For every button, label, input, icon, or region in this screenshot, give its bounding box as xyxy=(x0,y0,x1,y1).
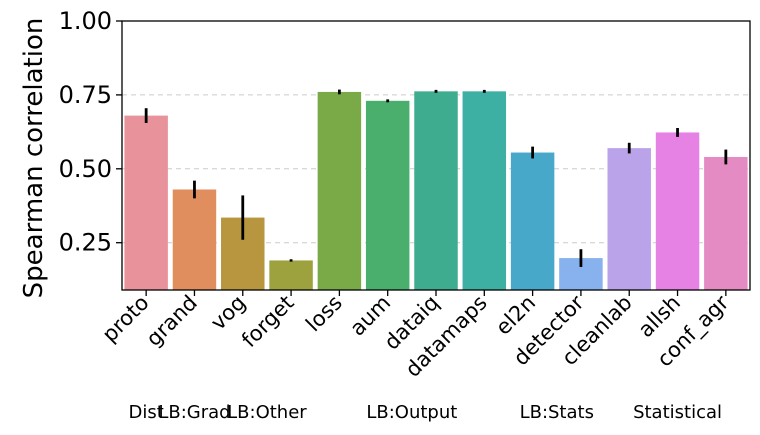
group-label: Dist xyxy=(129,402,164,423)
error-bars xyxy=(144,89,728,267)
bar-datamaps xyxy=(462,91,507,290)
x-tick-label: grand xyxy=(142,291,202,351)
x-tick-label: loss xyxy=(301,291,347,337)
bar-el2n xyxy=(510,152,555,290)
x-tick-label: forget xyxy=(237,291,299,353)
bar-allsh xyxy=(655,132,700,290)
y-tick-label: 0.25 xyxy=(59,229,112,257)
y-axis-ticks: 0.25 0.50 0.75 1.00 xyxy=(59,7,122,257)
y-tick-label: 1.00 xyxy=(59,7,112,35)
bar-conf-agr xyxy=(704,156,748,290)
group-label: LB:Other xyxy=(227,402,307,423)
y-tick-label: 0.50 xyxy=(59,155,112,183)
y-axis-label: Spearman correlation xyxy=(19,18,49,299)
bar-cleanlab xyxy=(607,148,651,290)
bar-dataiq xyxy=(414,91,458,290)
group-label: LB:Stats xyxy=(520,402,594,423)
bar-grand xyxy=(172,189,217,290)
bar-aum xyxy=(365,100,410,290)
group-label: Statistical xyxy=(633,402,722,423)
bar-loss xyxy=(317,91,362,290)
bar-forget xyxy=(269,260,313,290)
group-label: LB:Grad xyxy=(158,402,230,423)
bars xyxy=(124,91,748,290)
group-label: LB:Output xyxy=(366,402,457,423)
bar-proto xyxy=(124,115,168,290)
y-tick-label: 0.75 xyxy=(59,81,112,109)
